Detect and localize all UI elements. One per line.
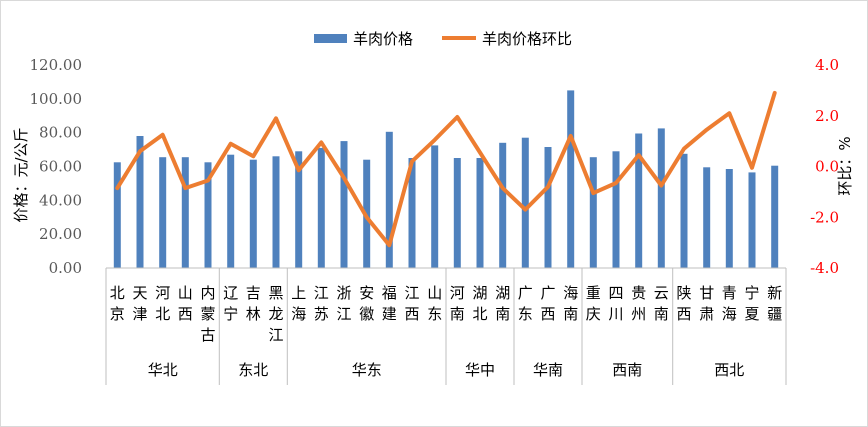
x-tick-label: 云南 [654,284,669,323]
x-tick-label: 青海 [722,284,737,323]
axes: 0.00 20.00 40.00 60.00 80.00 100.00 120.00 -4.0… [12,56,854,277]
x-group-label: 东北 [238,361,268,379]
legend-bar-swatch [314,34,347,43]
x-tick-label: 湖南 [495,284,510,323]
bar [521,137,529,268]
x-group-label: 华中 [465,361,495,379]
y-right-tick-label: 2.0 [815,107,839,125]
x-group-label: 华南 [533,361,563,379]
x-tick-label: 福建 [382,284,397,323]
x-tick-label: 河北 [155,284,170,323]
bar [204,162,212,268]
x-axis-labels: 北京天津河北山西内蒙古辽宁吉林黑龙江上海江苏浙江安徽福建江西山东河南湖北湖南广东… [105,267,787,385]
bar [703,167,711,268]
bar [476,158,484,268]
y-left-tick-label: 120.00 [30,56,83,74]
y-right-axis-title: 环比：% [836,136,854,195]
bar [589,157,597,268]
line-path [115,90,777,248]
x-tick-label: 江苏 [314,284,329,323]
x-tick-label: 陕西 [676,284,691,323]
x-tick-label: 天津 [132,284,147,323]
x-tick-label: 安徽 [359,284,374,323]
bar [159,157,167,268]
x-group-label: 华东 [352,361,382,379]
x-tick-label: 北京 [110,284,125,323]
bar [295,151,303,268]
x-tick-label: 内蒙古 [200,284,215,344]
y-right-tick-label: 0.0 [815,158,839,176]
x-group-label: 西南 [612,361,642,379]
y-left-tick-label: 0.00 [49,259,82,277]
bar [748,172,756,268]
x-tick-label: 上海 [291,284,306,323]
y-left-tick-label: 40.00 [39,191,82,209]
bar [680,153,688,268]
legend-bar-label: 羊肉价格 [353,30,413,48]
x-tick-label: 贵州 [631,284,646,323]
y-left-tick-label: 80.00 [39,124,82,142]
x-tick-label: 湖北 [472,284,487,323]
x-tick-label: 海南 [563,284,578,323]
x-tick-label: 黑龙江 [268,284,283,344]
legend: 羊肉价格 羊肉价格环比 [314,30,572,48]
bar [771,165,779,268]
bar [181,157,189,268]
bar [453,158,461,268]
y-right-tick-label: 4.0 [815,56,839,74]
legend-line-label: 羊肉价格环比 [482,30,572,48]
x-tick-label: 四川 [608,284,623,323]
bar [227,154,235,268]
bar [317,147,325,268]
bar [657,128,665,268]
bar [385,131,393,268]
y-left-tick-label: 20.00 [39,225,82,243]
bar [725,169,733,268]
bar [612,151,620,268]
bar [544,147,552,268]
x-tick-label: 广东 [518,284,533,323]
x-tick-label: 甘肃 [699,284,714,323]
x-tick-label: 河南 [450,284,465,323]
x-tick-label: 山东 [427,284,442,323]
x-tick-label: 新疆 [767,284,782,323]
bar [567,90,575,269]
y-right-tick-label: -4.0 [810,259,839,277]
y-left-axis-title: 价格：元/公斤 [12,127,30,222]
x-group-label: 西北 [714,361,744,379]
bar [340,141,348,268]
bar [499,142,507,268]
bar-series [113,90,779,269]
x-tick-label: 山西 [178,284,193,323]
bar [431,145,439,268]
y-right-tick-label: -2.0 [810,208,839,226]
x-tick-label: 吉林 [246,284,261,323]
y-left-tick-label: 60.00 [39,158,82,176]
bar [113,162,121,268]
x-tick-label: 江西 [404,284,419,323]
line-series [115,90,777,248]
bar [249,159,257,268]
bar [136,136,144,268]
bar [272,156,280,268]
x-tick-label: 宁夏 [744,284,759,323]
x-tick-label: 广西 [540,284,555,323]
x-tick-label: 浙江 [336,284,351,323]
x-group-label: 华北 [148,361,178,379]
bar [635,133,643,268]
bar [408,158,416,268]
x-tick-label: 辽宁 [223,284,238,323]
x-tick-label: 重庆 [586,284,601,323]
y-left-tick-label: 100.00 [30,90,83,108]
